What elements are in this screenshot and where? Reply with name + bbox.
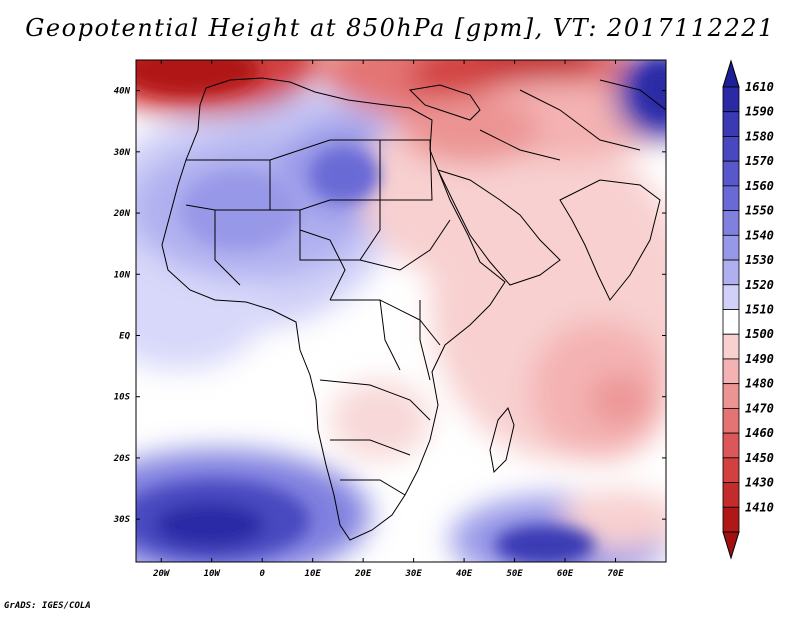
colorbar-swatch: [722, 333, 740, 360]
lon-tick-label: 40E: [456, 569, 473, 579]
lon-tick-label: 60E: [557, 569, 574, 579]
colorbar-label: 1470: [745, 401, 774, 415]
lon-tick-label: 50E: [506, 569, 523, 579]
colorbar-label: 1530: [745, 253, 774, 267]
lat-tick-label: 10N: [114, 270, 131, 280]
colorbar-label: 1570: [745, 154, 774, 168]
lat-tick-label: 30S: [113, 515, 131, 525]
colorbar-label: 1590: [745, 105, 774, 119]
colorbar-swatch: [722, 185, 740, 212]
colorbar-label: 1480: [745, 377, 774, 391]
lon-tick-label: 20E: [354, 569, 372, 579]
lat-tick-label: EQ: [119, 331, 130, 341]
colorbar-swatch: [722, 234, 740, 261]
lon-tick-label: 30E: [404, 569, 422, 579]
colorbar: 1610 1590 1580 1570 1560 1550 1540 1530 1520 1510…: [722, 59, 774, 560]
colorbar-swatch: [722, 457, 740, 483]
colorbar-label: 1450: [745, 451, 774, 465]
colorbar-swatch: [722, 309, 740, 335]
colorbar-swatch: [722, 111, 740, 137]
lat-tick-label: 20N: [113, 209, 131, 219]
colorbar-label: 1610: [745, 80, 774, 94]
colorbar-swatch: [722, 86, 740, 113]
coastlines: [161, 77, 666, 541]
colorbar-label: 1490: [745, 352, 774, 366]
lon-tick-label: 70E: [607, 569, 624, 579]
colorbar-label: 1560: [745, 179, 774, 193]
lat-tick-label: 30N: [113, 148, 131, 158]
colorbar-label: 1510: [745, 303, 774, 317]
colorbar-swatch: [722, 506, 740, 533]
height-field: [136, 60, 666, 562]
colorbar-swatch: [722, 407, 740, 434]
colorbar-label: 1520: [745, 278, 774, 292]
lon-tick-label: 20W: [152, 569, 171, 579]
colorbar-label: 1550: [745, 204, 774, 218]
lat-tick-label: 40N: [114, 87, 131, 97]
lon-tick-label: 10E: [305, 569, 322, 579]
colorbar-label: 1430: [745, 476, 774, 490]
colorbar-swatch: [722, 259, 740, 286]
footer-credit: GrADS: IGES/COLA: [4, 601, 91, 611]
map-axes: 40N 30N 20N 10N EQ 10S 20S 30S 20W 10W 0 10E 20E 30E 4…: [113, 60, 666, 579]
colorbar-swatch: [722, 284, 740, 310]
colorbar-swatch: [722, 160, 740, 187]
colorbar-swatch: [722, 432, 740, 459]
colorbar-label: 1460: [745, 426, 774, 440]
colorbar-swatch: [722, 358, 740, 385]
colorbar-label: 1500: [745, 327, 774, 341]
lat-tick-label: 20S: [113, 454, 131, 464]
chart-title: Geopotential Height at 850hPa [gpm], VT:…: [25, 14, 775, 42]
map-frame: [135, 59, 667, 563]
colorbar-swatch: [722, 482, 740, 508]
colorbar-label: 1410: [745, 500, 774, 514]
colorbar-top-arrow: [722, 59, 740, 88]
colorbar-label: 1540: [745, 228, 774, 242]
lon-tick-label: 0: [259, 569, 265, 579]
colorbar-swatch: [722, 210, 740, 236]
lat-tick-label: 10S: [114, 393, 131, 403]
colorbar-swatch: [722, 383, 740, 409]
colorbar-bottom-arrow: [722, 531, 740, 560]
colorbar-label: 1580: [745, 129, 774, 143]
lon-tick-label: 10W: [204, 569, 222, 579]
colorbar-swatch: [722, 136, 740, 162]
